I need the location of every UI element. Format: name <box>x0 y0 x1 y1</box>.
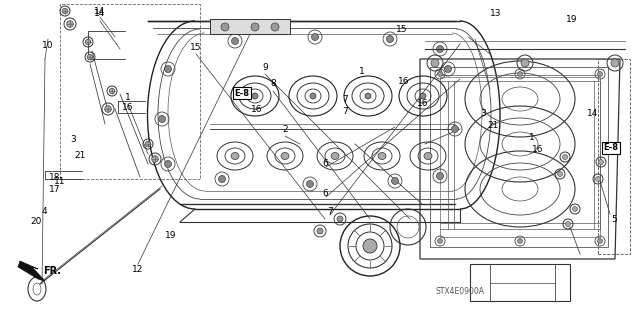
Text: 8: 8 <box>270 79 276 88</box>
Text: 20: 20 <box>30 218 42 226</box>
Ellipse shape <box>271 23 279 31</box>
Ellipse shape <box>420 93 426 99</box>
Ellipse shape <box>232 38 239 44</box>
Ellipse shape <box>436 46 444 53</box>
Text: 21: 21 <box>487 122 499 130</box>
Ellipse shape <box>109 88 115 94</box>
Text: 14: 14 <box>588 109 598 118</box>
Text: 7: 7 <box>342 107 348 115</box>
Text: 10: 10 <box>42 41 54 50</box>
Text: 14: 14 <box>94 6 106 16</box>
Text: FR.: FR. <box>43 266 61 276</box>
Ellipse shape <box>566 221 570 226</box>
Text: 21: 21 <box>74 152 86 160</box>
Ellipse shape <box>221 23 229 31</box>
Text: 11: 11 <box>54 177 66 187</box>
Ellipse shape <box>164 65 172 72</box>
Ellipse shape <box>331 152 339 160</box>
Ellipse shape <box>62 8 68 14</box>
Text: 2: 2 <box>282 124 288 133</box>
Ellipse shape <box>307 181 314 188</box>
Ellipse shape <box>252 93 258 99</box>
Text: 5: 5 <box>611 216 617 225</box>
Text: 16: 16 <box>417 100 429 108</box>
Ellipse shape <box>611 59 619 67</box>
Ellipse shape <box>378 152 386 160</box>
Text: STX4E0900A: STX4E0900A <box>435 286 484 295</box>
Ellipse shape <box>518 71 522 77</box>
Text: 7: 7 <box>327 207 333 217</box>
Ellipse shape <box>281 152 289 160</box>
Text: E-8: E-8 <box>604 144 618 152</box>
Ellipse shape <box>521 59 529 67</box>
Text: 17: 17 <box>49 184 61 194</box>
Ellipse shape <box>598 71 602 77</box>
Ellipse shape <box>518 239 522 243</box>
Text: 16: 16 <box>252 105 263 114</box>
Ellipse shape <box>312 33 319 41</box>
Ellipse shape <box>337 216 343 222</box>
Text: 15: 15 <box>190 42 202 51</box>
Ellipse shape <box>438 71 442 77</box>
Text: 12: 12 <box>132 264 144 273</box>
Ellipse shape <box>431 59 439 67</box>
Ellipse shape <box>87 54 93 60</box>
Ellipse shape <box>145 141 151 147</box>
Ellipse shape <box>317 228 323 234</box>
Ellipse shape <box>438 239 442 243</box>
Ellipse shape <box>563 154 568 160</box>
Text: 6: 6 <box>322 160 328 168</box>
Ellipse shape <box>67 21 74 27</box>
Text: 1: 1 <box>125 93 131 101</box>
Ellipse shape <box>557 172 563 176</box>
Ellipse shape <box>363 239 377 253</box>
Ellipse shape <box>424 152 432 160</box>
Ellipse shape <box>251 23 259 31</box>
Ellipse shape <box>387 35 394 42</box>
Ellipse shape <box>573 206 577 211</box>
Text: 1: 1 <box>359 66 365 76</box>
Text: 9: 9 <box>262 63 268 71</box>
Text: 1: 1 <box>529 132 535 142</box>
Ellipse shape <box>595 176 600 182</box>
Ellipse shape <box>159 115 166 122</box>
Text: 6: 6 <box>322 189 328 198</box>
Text: 19: 19 <box>566 14 578 24</box>
Text: 4: 4 <box>41 206 47 216</box>
Text: 3: 3 <box>480 109 486 118</box>
Ellipse shape <box>436 173 444 180</box>
Text: 19: 19 <box>165 232 177 241</box>
Ellipse shape <box>445 65 451 72</box>
Ellipse shape <box>152 156 158 162</box>
Ellipse shape <box>218 175 225 182</box>
Text: 13: 13 <box>490 9 502 18</box>
Text: E-8: E-8 <box>234 88 250 98</box>
Polygon shape <box>210 19 290 34</box>
Ellipse shape <box>231 152 239 160</box>
Text: 16: 16 <box>122 103 134 113</box>
Ellipse shape <box>310 93 316 99</box>
Ellipse shape <box>105 106 111 112</box>
Polygon shape <box>18 261 45 281</box>
Ellipse shape <box>85 39 91 45</box>
Text: 14: 14 <box>94 10 106 19</box>
Text: 16: 16 <box>398 77 410 85</box>
Ellipse shape <box>598 160 604 165</box>
Text: 3: 3 <box>70 135 76 144</box>
Text: 15: 15 <box>396 25 408 33</box>
Ellipse shape <box>365 93 371 99</box>
Text: 7: 7 <box>342 94 348 103</box>
Ellipse shape <box>598 239 602 243</box>
Ellipse shape <box>392 177 399 184</box>
Ellipse shape <box>164 160 172 167</box>
Text: 16: 16 <box>532 145 544 153</box>
Text: 18: 18 <box>49 173 61 182</box>
Ellipse shape <box>451 125 458 132</box>
